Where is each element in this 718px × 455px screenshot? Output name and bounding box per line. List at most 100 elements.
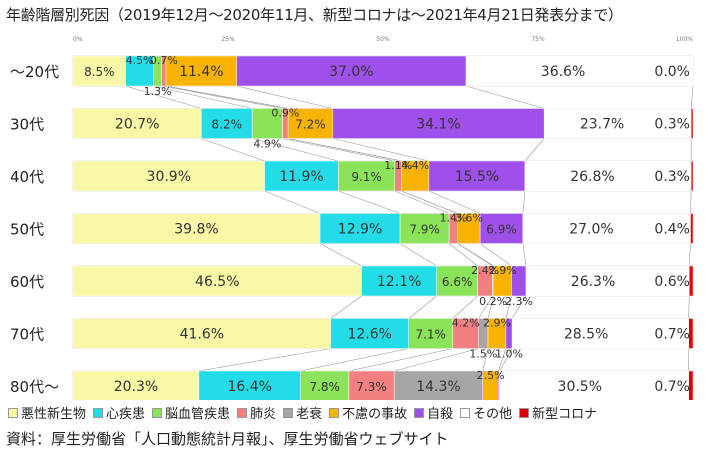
- legend-item: 自殺: [414, 403, 453, 422]
- x-tick-label: 50%: [376, 36, 390, 43]
- legend-swatch: [329, 407, 340, 418]
- data-label: 2.9%: [489, 264, 517, 277]
- data-label: 20.7%: [115, 117, 159, 133]
- series-connector-line: [288, 138, 402, 162]
- bar-segment: [690, 213, 694, 244]
- legend-item: 肺炎: [237, 403, 276, 422]
- bar-segment: [338, 160, 396, 192]
- series-connector-line: [399, 243, 437, 267]
- legend-label: 老衰: [296, 407, 323, 422]
- data-label: 7.8%: [309, 380, 340, 394]
- bar-segment: [690, 160, 694, 192]
- series-connector-line: [487, 295, 495, 319]
- legend-item: 悪性新生物: [8, 403, 86, 422]
- data-label: 6.9%: [486, 223, 517, 237]
- series-connector-line: [264, 190, 321, 214]
- data-label: 12.6%: [347, 327, 391, 343]
- series-connector-line: [153, 85, 253, 109]
- series-connector-line: [524, 138, 545, 162]
- data-label: 28.5%: [564, 327, 608, 343]
- legend-label: その他: [473, 407, 513, 422]
- data-label: 15.5%: [455, 169, 499, 185]
- bar-segment: [499, 370, 689, 400]
- category-label: 60代: [10, 273, 44, 291]
- data-label: 4.2%: [452, 317, 480, 330]
- bar-segment: [319, 213, 401, 244]
- category-label: 70代: [10, 326, 44, 344]
- series-connector-line: [348, 348, 453, 372]
- category-label: 30代: [10, 116, 44, 134]
- bar-segment: [688, 370, 694, 400]
- legend-swatch: [93, 407, 104, 418]
- bar-segment: [361, 265, 437, 297]
- series-connector-line: [165, 85, 289, 109]
- data-label: 0.6%: [654, 274, 690, 290]
- chart-title: 年齢階層別死因（2019年12月〜2020年11月、新型コロナは〜2021年4月…: [6, 6, 623, 24]
- data-label: 37.0%: [329, 64, 373, 80]
- legend-item: 不慮の事故: [329, 403, 407, 422]
- data-label: 26.3%: [571, 274, 615, 290]
- legend-swatch: [414, 407, 425, 418]
- series-connector-line: [408, 295, 437, 319]
- bar-segment: [452, 318, 479, 349]
- series-connector-line: [452, 295, 478, 319]
- series-connector-line: [522, 243, 527, 267]
- data-label: 16.4%: [227, 379, 271, 395]
- legend-item: 心疾患: [93, 403, 145, 422]
- bar-segment: [287, 108, 334, 139]
- data-label: 2.5%: [477, 369, 505, 382]
- x-tick-label: 0%: [73, 36, 83, 43]
- bar-segment: [511, 318, 689, 349]
- series-connector-line: [319, 243, 362, 267]
- bar-segment: [479, 213, 524, 244]
- legend-label: 脳血管疾患: [165, 407, 231, 422]
- series-connector-line: [482, 348, 489, 372]
- bar-segment: [401, 160, 430, 192]
- legend-item: 老衰: [283, 403, 322, 422]
- series-connector-line: [198, 348, 331, 372]
- bar-segment: [524, 160, 692, 192]
- data-label: 46.5%: [195, 274, 239, 290]
- series-connector-line: [428, 190, 481, 214]
- bar-segment: [522, 213, 691, 244]
- data-label: 1.3%: [144, 85, 172, 98]
- series-connector-line: [479, 243, 512, 267]
- bar-segment: [408, 318, 453, 349]
- data-label: 7.9%: [409, 223, 440, 237]
- data-label: 0.7%: [150, 54, 178, 67]
- series-connector-line: [330, 295, 362, 319]
- bar-segment: [72, 108, 202, 139]
- series-connector-line: [236, 85, 333, 109]
- x-tick-label: 75%: [531, 36, 545, 43]
- legend: 悪性新生物 心疾患 脳血管疾患 肺炎 老衰 不慮の事故 自殺 その他 新型コロナ: [8, 403, 597, 422]
- x-tick-label: 25%: [221, 36, 235, 43]
- data-label: 0.7%: [654, 327, 690, 343]
- series-connector-line: [252, 138, 339, 162]
- series-connector-line: [448, 243, 478, 267]
- data-label: 26.8%: [570, 169, 614, 185]
- legend-label: 不慮の事故: [342, 407, 408, 422]
- bar-segment: [330, 318, 409, 349]
- series-connector-line: [401, 190, 458, 214]
- data-label: 7.3%: [356, 380, 387, 394]
- series-connector-line: [332, 138, 429, 162]
- series-connector-line: [690, 85, 694, 109]
- series-connector-line: [300, 348, 409, 372]
- data-label: 4.5%: [126, 54, 154, 67]
- bar-segment: [543, 108, 692, 139]
- data-label: 30.9%: [147, 169, 191, 185]
- series-connector-line: [499, 348, 513, 372]
- data-label: 1.5%: [469, 348, 497, 361]
- data-label: 0.2%: [479, 295, 507, 308]
- data-label: 9.1%: [351, 170, 382, 184]
- data-label: 7.1%: [415, 328, 446, 342]
- bar-segment: [165, 55, 237, 87]
- series-connector-line: [690, 190, 692, 214]
- series-connector-line: [688, 295, 690, 319]
- bar-segment: [125, 55, 154, 87]
- legend-label: 悪性新生物: [21, 407, 87, 422]
- legend-swatch: [8, 407, 18, 418]
- legend-item: その他: [460, 403, 512, 422]
- category-label: 50代: [10, 221, 44, 239]
- data-label: 39.8%: [174, 222, 218, 238]
